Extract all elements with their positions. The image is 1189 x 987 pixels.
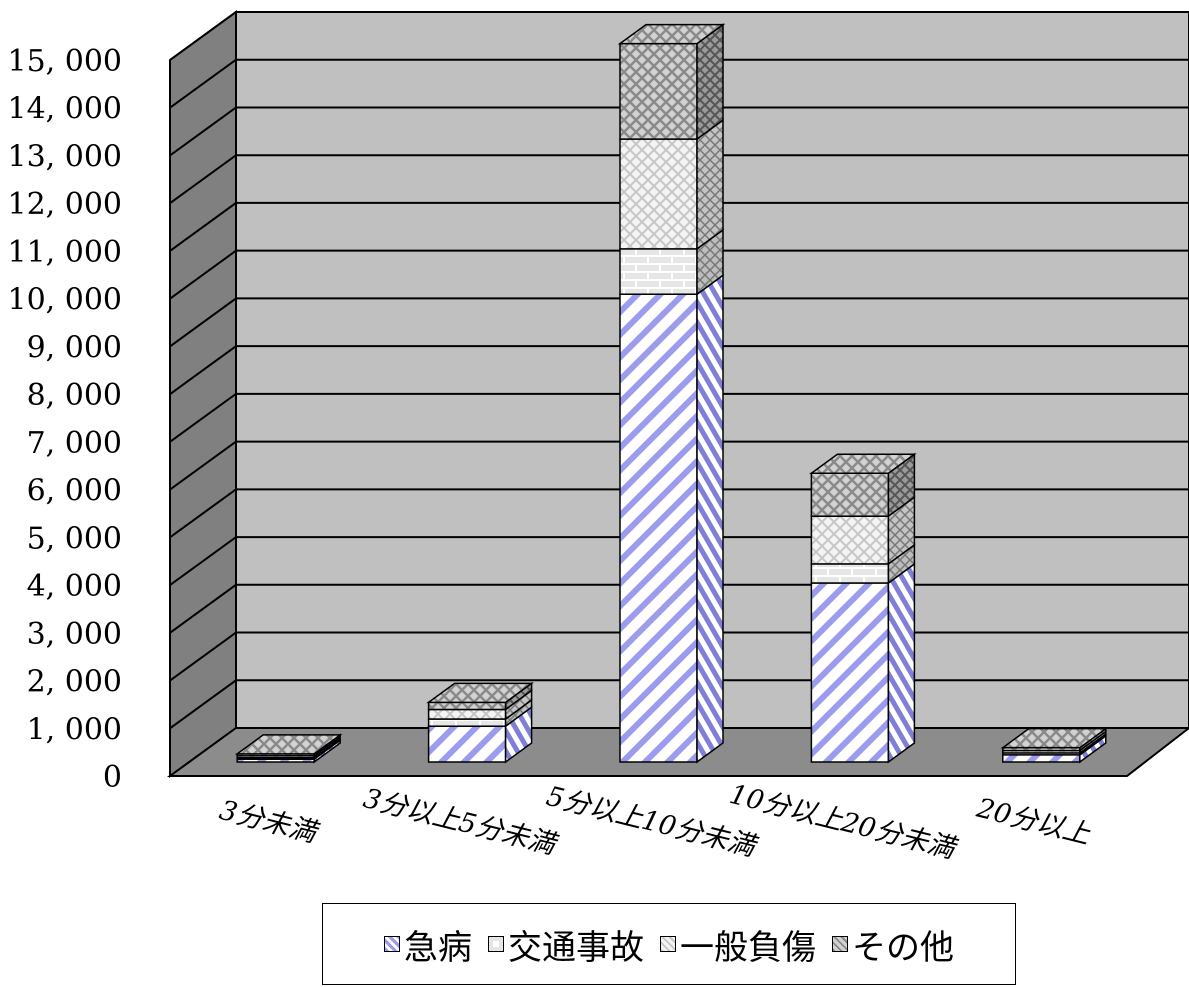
legend-item-kyubyo: 急病: [384, 920, 472, 969]
y-axis-tick-labels: 0 1, 000 2, 000 3, 000 4, 000 5, 000 6, 000 7, …: [7, 44, 122, 795]
y-tick-label: 8, 000: [27, 378, 122, 413]
bar-segment-front: [619, 248, 698, 295]
bar-top-face: [426, 682, 534, 704]
bar-stack: [426, 681, 534, 764]
swatch-blue-icon: [384, 936, 400, 952]
bar-segment-front: [619, 293, 698, 763]
y-tick-label: 4, 000: [27, 569, 122, 604]
y-tick-label: 3, 000: [27, 617, 122, 652]
bar-segment-front: [427, 701, 507, 711]
legend-item-kotsu-jiko: 交通事故: [488, 920, 644, 969]
x-category-label: 3分以上5分未満: [360, 783, 562, 862]
bar-top-face: [234, 734, 343, 755]
bar-segment-front: [810, 582, 890, 763]
y-tick-label: 9, 000: [27, 330, 122, 365]
y-tick-label: 2, 000: [27, 665, 122, 700]
legend-label: 急病: [404, 927, 472, 968]
bar-stack: [234, 733, 343, 764]
gridline: [169, 201, 1189, 252]
gridline: [169, 154, 1189, 205]
x-category-label: 20分以上: [973, 793, 1094, 851]
legend-label: 交通事故: [508, 927, 644, 968]
bar-segment-front: [427, 725, 507, 763]
bar-segment-side: [696, 118, 724, 251]
bar-segment-front: [427, 708, 507, 720]
side-wall: [169, 10, 237, 778]
y-tick-label: 7, 000: [27, 426, 122, 461]
y-tick-label: 11, 000: [7, 235, 122, 270]
y-tick-label: 14, 000: [7, 92, 122, 127]
bar-segment-side: [887, 562, 916, 764]
gridline: [169, 392, 1189, 443]
bar-segment-front: [810, 472, 890, 517]
gridline: [169, 58, 1189, 109]
bars: [234, 23, 1109, 764]
bar-segment-front: [619, 138, 698, 250]
bar-segment-side: [696, 273, 724, 764]
swatch-light-check-icon: [660, 936, 676, 952]
gridline: [169, 440, 1189, 491]
x-category-label: 3分未満: [216, 795, 323, 850]
x-category-label: 5分以上10分未満: [543, 781, 762, 864]
bar-segment-front: [619, 42, 698, 140]
gridline: [169, 249, 1189, 300]
x-category-label: 10分以上20分未満: [726, 779, 961, 866]
y-tick-label: 1, 000: [27, 712, 122, 747]
bar-stack: [1000, 727, 1109, 764]
bar-segment-front: [810, 515, 890, 565]
bar-segment-front: [1002, 754, 1081, 763]
gridline: [169, 106, 1189, 157]
gridline: [169, 345, 1189, 395]
gridline: [169, 11, 1189, 61]
bar-stack: [809, 452, 917, 764]
y-tick-label: 5, 000: [27, 521, 122, 556]
gridlines: [169, 11, 1189, 730]
swatch-brick-icon: [488, 936, 504, 952]
bar-top-face: [809, 453, 917, 474]
bar-segment-side: [696, 23, 724, 141]
legend: 急病 交通事故 一般負傷 その他: [322, 903, 1016, 985]
y-tick-label: 15, 000: [7, 44, 122, 79]
bar-stack: [617, 23, 726, 764]
legend-item-sonota: その他: [832, 920, 954, 969]
legend-label: その他: [852, 927, 954, 968]
bar-top-face: [1000, 727, 1109, 749]
y-tick-label: 10, 000: [7, 283, 122, 318]
legend-label: 一般負傷: [680, 927, 816, 968]
legend-item-ippan-fusho: 一般負傷: [660, 920, 816, 969]
bar-top-face: [617, 23, 726, 45]
y-tick-label: 6, 000: [27, 474, 122, 509]
y-tick-label: 13, 000: [7, 139, 122, 174]
y-tick-label: 0: [103, 760, 122, 795]
bar-segment-front: [427, 718, 507, 727]
bar-segment-front: [810, 563, 890, 584]
y-tick-label: 12, 000: [7, 187, 122, 222]
gridline: [169, 297, 1189, 348]
swatch-dark-check-icon: [832, 936, 848, 952]
